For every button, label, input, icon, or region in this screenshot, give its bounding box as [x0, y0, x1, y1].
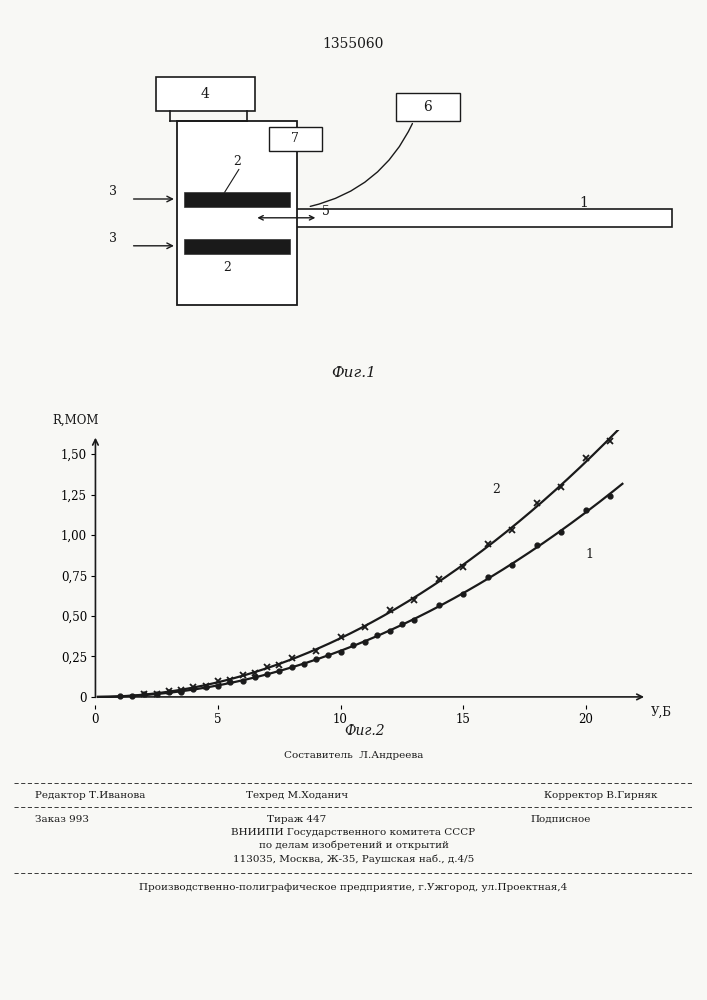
- Text: 2: 2: [223, 261, 230, 274]
- Text: 1: 1: [580, 196, 589, 210]
- Text: 3: 3: [109, 185, 117, 198]
- Text: 2: 2: [493, 483, 501, 496]
- Text: 6: 6: [423, 100, 432, 114]
- Text: Заказ 993: Заказ 993: [35, 814, 89, 824]
- Text: Техред М.Ходанич: Техред М.Ходанич: [246, 791, 348, 800]
- Bar: [156, 77, 255, 111]
- Text: Тираж 447: Тираж 447: [267, 814, 327, 824]
- Text: Корректор В.Гирняк: Корректор В.Гирняк: [544, 791, 658, 800]
- Text: 7: 7: [291, 132, 299, 145]
- Text: Производственно-полиграфическое предприятие, г.Ужгород, ул.Проектная,4: Производственно-полиграфическое предприя…: [139, 883, 568, 892]
- Text: 5: 5: [322, 205, 329, 218]
- Text: по делам изобретений и открытий: по делам изобретений и открытий: [259, 841, 448, 850]
- Text: Фиг.1: Фиг.1: [331, 366, 376, 380]
- Text: Составитель  Л.Андреева: Составитель Л.Андреева: [284, 751, 423, 760]
- Text: 1355060: 1355060: [323, 37, 384, 51]
- Text: Редактор Т.Иванова: Редактор Т.Иванова: [35, 791, 146, 800]
- Text: Фиг.2: Фиг.2: [345, 724, 385, 738]
- Text: Подписное: Подписное: [530, 814, 590, 824]
- Bar: [177, 121, 297, 305]
- Text: 113035, Москва, Ж-35, Раушская наб., д.4/5: 113035, Москва, Ж-35, Раушская наб., д.4…: [233, 854, 474, 864]
- Bar: [247, 209, 672, 227]
- Bar: [184, 239, 290, 254]
- Text: У,Б: У,Б: [650, 706, 672, 719]
- Bar: [396, 93, 460, 121]
- Text: R,МОМ: R,МОМ: [52, 414, 99, 427]
- Text: 4: 4: [201, 87, 209, 101]
- Text: 3: 3: [109, 232, 117, 245]
- Bar: [184, 192, 290, 207]
- Bar: [269, 127, 322, 151]
- Text: 2: 2: [233, 155, 241, 168]
- Text: 1: 1: [585, 548, 594, 561]
- Text: ВНИИПИ Государственного комитета СССР: ВНИИПИ Государственного комитета СССР: [231, 828, 476, 837]
